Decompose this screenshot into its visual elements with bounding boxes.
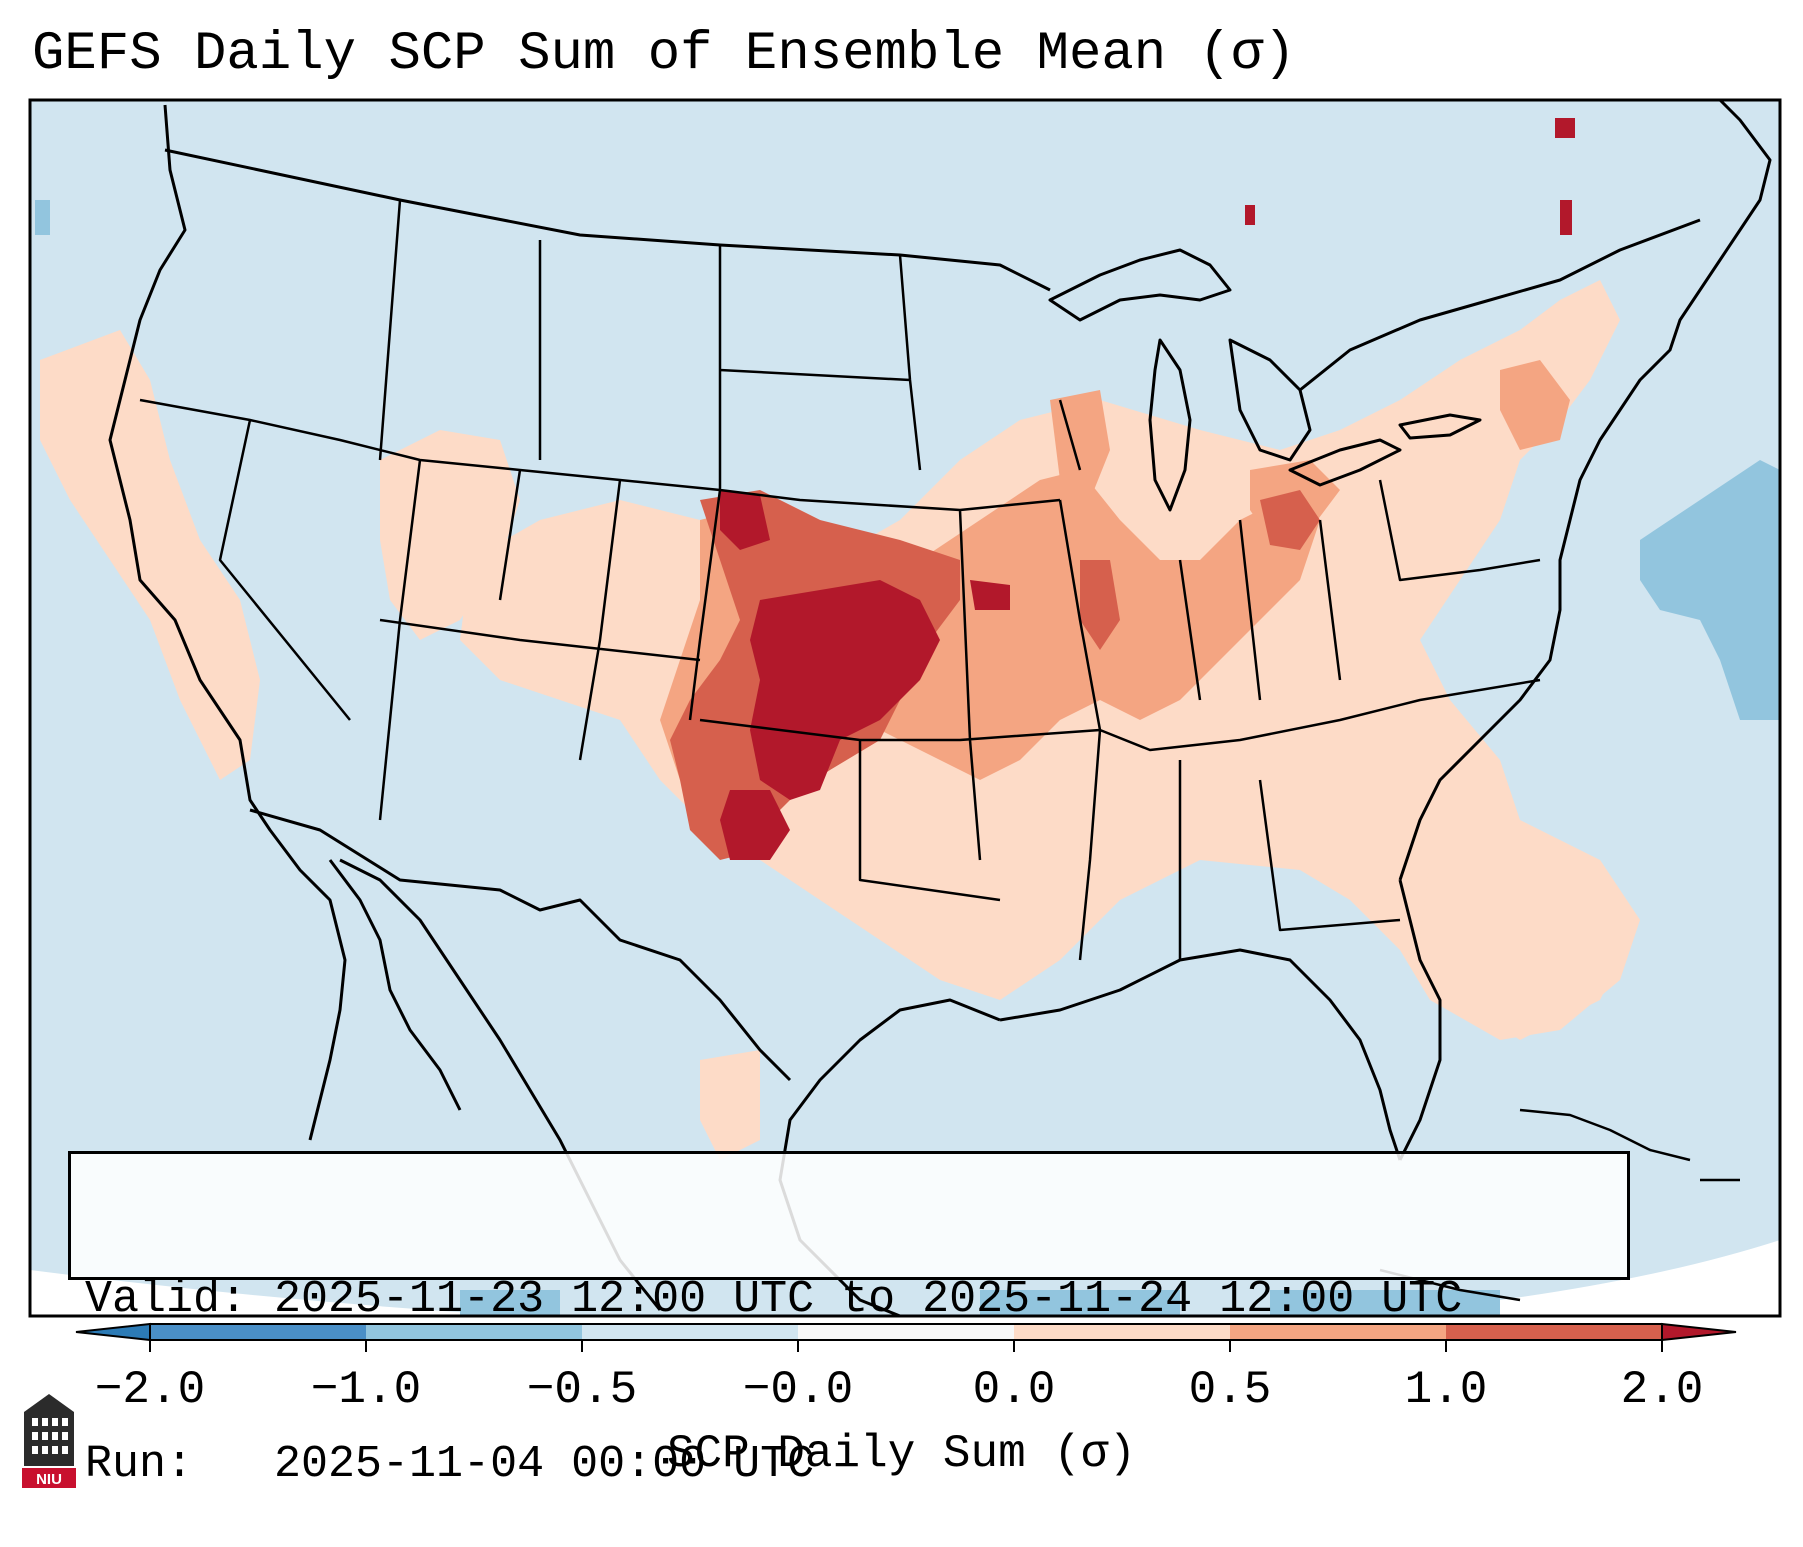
niu-logo: NIU — [22, 1394, 76, 1488]
colorbar-tick-label: −2.0 — [94, 1364, 206, 1416]
anomaly-high-ohio — [1260, 490, 1320, 550]
scp-anomaly-field — [35, 118, 1780, 1316]
colorbar-tick-label: 0.5 — [1188, 1364, 1272, 1416]
anomaly-max-iowa — [970, 580, 1010, 610]
lake-huron — [1228, 338, 1312, 462]
map-frame — [28, 98, 1782, 1318]
colorbar-tick-label: 1.0 — [1404, 1364, 1488, 1416]
anomaly-high-illinois — [1080, 560, 1120, 650]
anomaly-negative-west — [35, 200, 50, 235]
anomaly-max-ontario — [1245, 205, 1255, 225]
colorbar — [75, 1322, 1737, 1352]
anomaly-max-kansasnorth — [720, 490, 770, 550]
domain-edge-white — [30, 1240, 1780, 1316]
map-figure — [28, 98, 1782, 1352]
anomaly-low-west — [40, 330, 260, 780]
colorbar-tick-label: −0.0 — [742, 1364, 854, 1416]
lake-superior — [1048, 248, 1232, 322]
west-coastline — [108, 104, 347, 1141]
border-canada-us-east — [1299, 218, 1701, 392]
state-lines — [139, 199, 1541, 961]
colorbar-tick-label: −1.0 — [310, 1364, 422, 1416]
anomaly-low-atlantic — [1420, 840, 1640, 1040]
colorbar-outline — [149, 1323, 1663, 1341]
map-title: GEFS Daily SCP Sum of Ensemble Mean (σ) — [32, 24, 1296, 85]
colorbar-segment-6 — [1230, 1324, 1446, 1340]
valid-run-info-box: Valid: 2025-11-23 12:00 UTC to 2025-11-2… — [68, 1151, 1630, 1490]
border-us-mexico — [249, 808, 792, 1082]
valid-time-line: Valid: 2025-11-23 12:00 UTC to 2025-11-2… — [85, 1274, 1463, 1325]
anomaly-max-quebec2 — [1560, 200, 1572, 235]
atlantic-coast — [1398, 100, 1772, 881]
colorbar-segment-1 — [150, 1324, 366, 1340]
anomaly-max-core — [750, 580, 940, 800]
colorbar-segment-3 — [582, 1324, 798, 1340]
lake-ontario — [1398, 413, 1482, 440]
colorbar-segment-4 — [798, 1324, 1014, 1340]
colorbar-label: SCP Daily Sum (σ) — [666, 1428, 1137, 1480]
niu-logo-text: NIU — [36, 1471, 62, 1488]
anomaly-low-gulf — [700, 1050, 760, 1160]
colorbar-tick-label: 2.0 — [1620, 1364, 1704, 1416]
colorbar-ticks — [149, 1340, 1663, 1352]
anomaly-negative-south — [460, 1290, 560, 1316]
lake-erie — [1288, 438, 1402, 487]
run-time-line: Run: 2025-11-04 00:00 UTC — [85, 1439, 815, 1490]
florida-coast — [1398, 879, 1442, 1161]
colorbar-segment-5 — [1014, 1324, 1230, 1340]
anomaly-mid-northeast — [1500, 360, 1570, 450]
baja-coast — [328, 859, 462, 1111]
anomaly-negative-south2 — [980, 1290, 1180, 1316]
colorbar-segment-2 — [366, 1324, 582, 1340]
colorbar-tick-labels: −2.0 −1.0 −0.5 −0.0 0.0 0.5 1.0 2.0 — [0, 1362, 1803, 1422]
anomaly-max-quebec — [1555, 118, 1575, 138]
anomaly-low-plateau — [380, 430, 520, 640]
colorbar-tick-label: −0.5 — [526, 1364, 638, 1416]
anomaly-negative-south3 — [1270, 1290, 1500, 1316]
colorbar-extend-high — [1661, 1322, 1737, 1342]
lake-michigan — [1148, 338, 1192, 512]
gulf-coast-east — [999, 948, 1402, 1161]
anomaly-negative-atlantic — [1640, 460, 1780, 720]
colorbar-tick-label: 0.0 — [972, 1364, 1056, 1416]
anomaly-max-south — [720, 790, 790, 860]
colorbar-segment-7 — [1446, 1324, 1662, 1340]
